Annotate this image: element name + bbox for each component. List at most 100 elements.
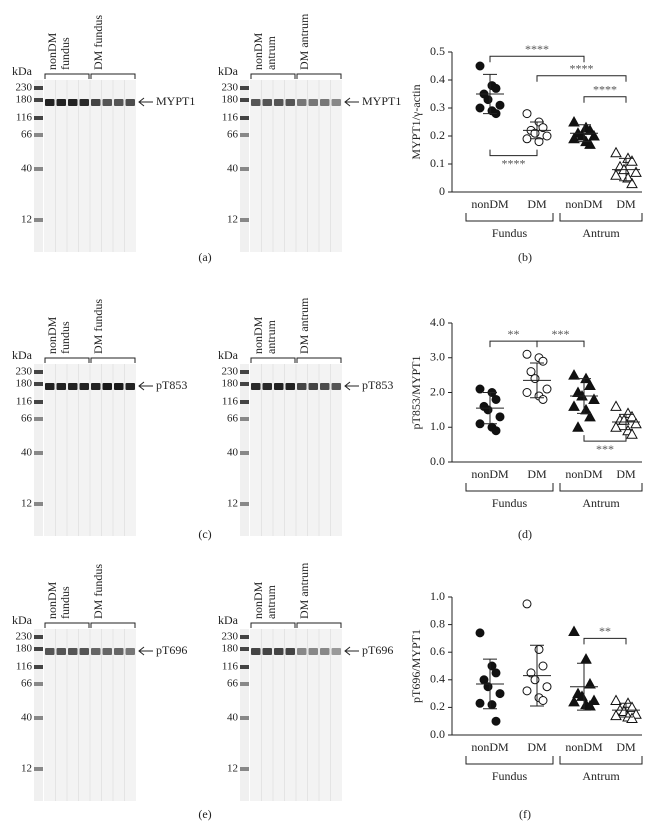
point: [580, 653, 592, 664]
band: [56, 99, 66, 106]
y-tick-label: 0.4: [430, 72, 445, 86]
point: [626, 177, 638, 189]
point: [584, 677, 596, 689]
sd-bar: [577, 124, 591, 143]
band: [56, 383, 66, 390]
sd-bar: [530, 362, 544, 399]
point: [483, 405, 493, 415]
group-label: Antrum: [582, 769, 620, 783]
band: [91, 99, 101, 106]
group-bracket: [44, 73, 90, 79]
band: [125, 99, 135, 106]
ladder-label: 12: [21, 498, 32, 510]
ladder-band: [240, 98, 249, 102]
ladder-band: [240, 665, 249, 669]
group-label: nonDM: [45, 32, 59, 70]
ladder-band: [240, 86, 249, 90]
band: [114, 383, 124, 390]
ladder-label: 230: [222, 631, 239, 643]
sig-label: **: [599, 624, 611, 638]
band: [56, 648, 66, 655]
point: [630, 166, 642, 177]
y-tick-label: 0.4: [430, 672, 445, 686]
point: [522, 388, 532, 397]
group-label: nonDM: [251, 316, 265, 354]
sig-label: ****: [502, 156, 526, 170]
group-label: DM fundus: [91, 299, 105, 354]
group-label: Antrum: [582, 226, 620, 240]
point: [522, 134, 532, 144]
band: [79, 99, 89, 106]
point: [610, 421, 622, 432]
ladder-band: [34, 647, 43, 651]
y-tick-label: 0.2: [430, 128, 445, 142]
band: [320, 648, 330, 655]
ladder-label: 40: [21, 712, 33, 724]
ladder-band: [34, 767, 43, 771]
group-bracket: [296, 622, 342, 628]
point: [542, 682, 552, 692]
ladder-band: [34, 665, 43, 669]
group-label: DM fundus: [91, 15, 105, 70]
band: [45, 99, 55, 106]
group-bracket: [44, 357, 90, 363]
ladder-label: 12: [21, 763, 32, 775]
group-label: nonDM: [45, 316, 59, 354]
sd-bar: [577, 378, 591, 414]
sig-label: ****: [525, 42, 549, 56]
ladder-band: [34, 502, 43, 506]
ladder-label: 116: [16, 661, 33, 673]
point: [568, 625, 580, 636]
point: [588, 129, 600, 141]
point: [584, 379, 596, 391]
y-tick-label: 0.0: [430, 454, 445, 468]
kda-label: kDa: [218, 64, 239, 78]
point: [475, 419, 485, 429]
y-axis-label: pT853/MYPT1: [409, 355, 423, 429]
point: [630, 417, 642, 429]
kda-label: kDa: [218, 613, 239, 627]
point: [584, 124, 596, 135]
sd-bar: [530, 121, 544, 140]
band: [251, 648, 261, 655]
group-label: DM fundus: [91, 564, 105, 619]
point: [491, 394, 501, 404]
group-label: DM antrum: [297, 562, 311, 619]
point: [584, 138, 596, 149]
point: [588, 393, 600, 404]
ladder-band: [34, 98, 43, 102]
y-tick-label: 4.0: [430, 315, 445, 329]
y-axis-label: MYPT1/γ-actin: [409, 84, 423, 159]
kda-label: kDa: [12, 64, 33, 78]
band: [68, 383, 78, 390]
y-tick-label: 3.0: [430, 350, 445, 364]
x-tick-label: nonDM: [565, 740, 603, 754]
point: [491, 426, 501, 436]
y-tick-label: 1.0: [430, 589, 445, 603]
group-label: Fundus: [492, 769, 528, 783]
ladder-band: [240, 502, 249, 506]
ladder-band: [34, 133, 43, 137]
x-tick-label: DM: [527, 197, 547, 211]
point: [475, 384, 485, 394]
point: [568, 369, 580, 380]
sd-bar: [619, 702, 633, 718]
y-tick-label: 0.8: [430, 616, 445, 630]
ladder-band: [240, 370, 249, 374]
y-tick-label: 0.6: [430, 644, 445, 658]
point: [526, 668, 536, 678]
ladder-band: [34, 382, 43, 386]
ladder-label: 40: [21, 447, 33, 459]
ladder-band: [34, 400, 43, 404]
group-label: Fundus: [492, 226, 528, 240]
kda-label: kDa: [12, 613, 33, 627]
point: [542, 131, 552, 141]
band: [125, 383, 135, 390]
ladder-label: 116: [16, 396, 33, 408]
ladder-band: [34, 116, 43, 120]
ladder-band: [240, 167, 249, 171]
ladder-band: [240, 133, 249, 137]
band: [262, 648, 272, 655]
band: [320, 99, 330, 106]
